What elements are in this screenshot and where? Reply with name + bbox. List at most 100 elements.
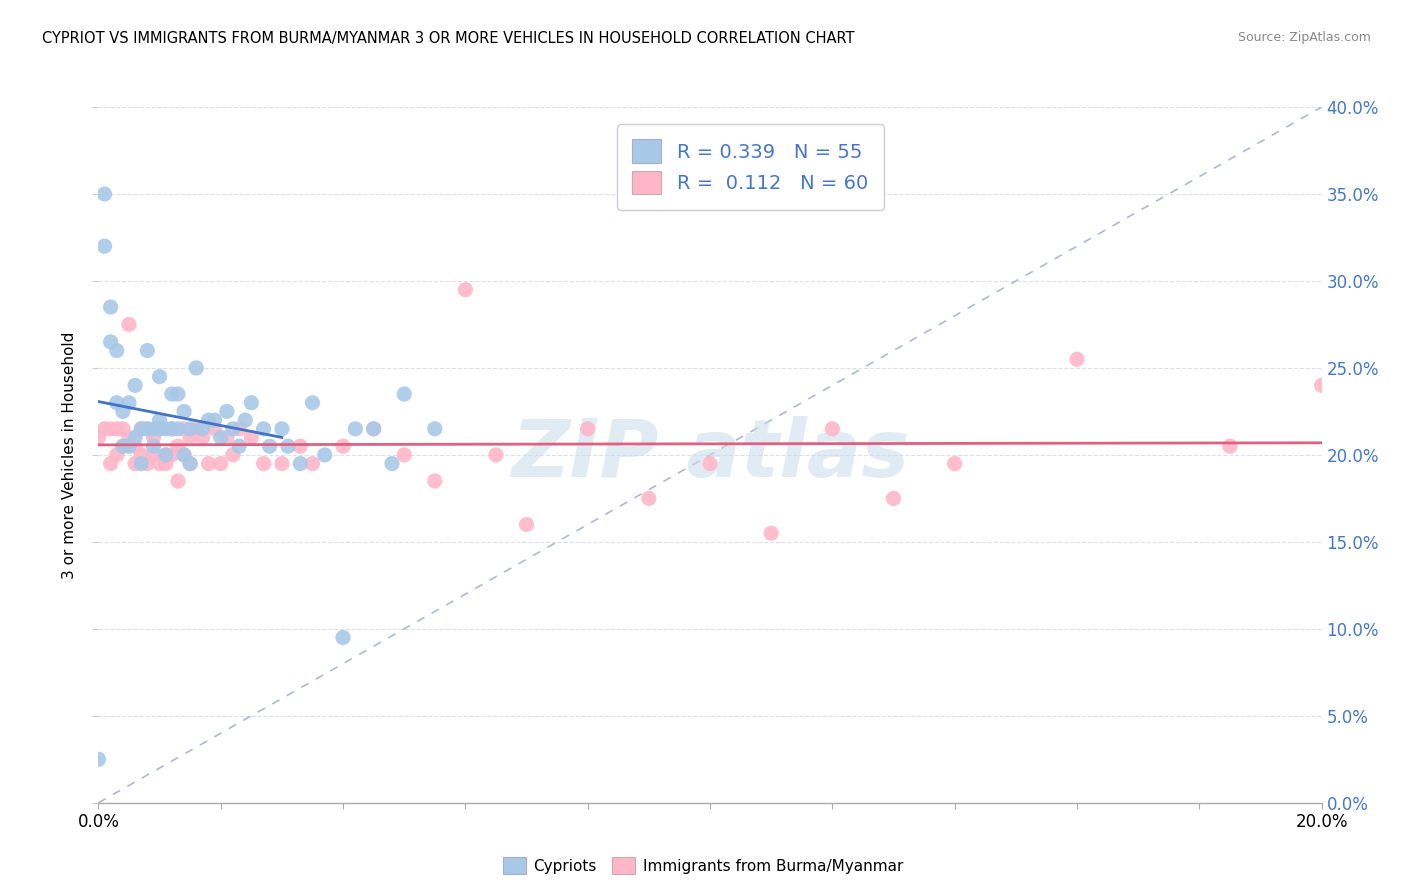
Point: [186, 360, 208, 375]
Point: [124, 439, 146, 453]
Point: [142, 439, 165, 453]
Point: [209, 457, 232, 471]
Point: [314, 448, 336, 462]
Point: [179, 457, 201, 471]
Point: [142, 448, 165, 462]
Point: [215, 431, 238, 445]
Point: [215, 404, 238, 418]
Point: [93, 187, 115, 202]
Point: [204, 413, 226, 427]
Point: [240, 431, 263, 445]
Point: [423, 474, 446, 488]
Legend: R = 0.339   N = 55, R =  0.112   N = 60: R = 0.339 N = 55, R = 0.112 N = 60: [617, 124, 884, 210]
Point: [270, 457, 292, 471]
Point: [209, 431, 232, 445]
Point: [149, 422, 172, 436]
Point: [100, 457, 122, 471]
Point: [124, 457, 146, 471]
Point: [160, 448, 183, 462]
Point: [160, 387, 183, 401]
Point: [111, 422, 134, 436]
Text: Source: ZipAtlas.com: Source: ZipAtlas.com: [1237, 31, 1371, 45]
Point: [290, 439, 312, 453]
Point: [129, 422, 152, 436]
Point: [155, 448, 177, 462]
Point: [105, 422, 128, 436]
Point: [381, 457, 404, 471]
Point: [943, 457, 966, 471]
Point: [197, 457, 219, 471]
Point: [301, 457, 323, 471]
Point: [105, 396, 128, 410]
Point: [1066, 352, 1088, 367]
Point: [149, 369, 172, 384]
Point: [332, 439, 354, 453]
Point: [129, 422, 152, 436]
Point: [100, 334, 122, 349]
Point: [136, 457, 159, 471]
Point: [93, 422, 115, 436]
Point: [699, 457, 721, 471]
Point: [173, 448, 195, 462]
Point: [124, 431, 146, 445]
Point: [167, 387, 190, 401]
Y-axis label: 3 or more Vehicles in Household: 3 or more Vehicles in Household: [62, 331, 77, 579]
Point: [87, 431, 110, 445]
Point: [129, 448, 152, 462]
Point: [111, 439, 134, 453]
Point: [301, 396, 323, 410]
Point: [228, 439, 250, 453]
Point: [118, 318, 141, 332]
Point: [637, 491, 661, 506]
Point: [1219, 439, 1241, 453]
Point: [142, 422, 165, 436]
Point: [252, 457, 274, 471]
Point: [155, 457, 177, 471]
Point: [149, 457, 172, 471]
Point: [111, 439, 134, 453]
Point: [392, 387, 416, 401]
Point: [167, 422, 190, 436]
Point: [167, 474, 190, 488]
Point: [191, 431, 214, 445]
Point: [363, 422, 385, 436]
Point: [136, 422, 159, 436]
Point: [222, 422, 245, 436]
Point: [423, 422, 446, 436]
Point: [485, 448, 508, 462]
Text: ZIP atlas: ZIP atlas: [510, 416, 910, 494]
Point: [1310, 378, 1333, 392]
Point: [332, 631, 354, 645]
Point: [270, 422, 292, 436]
Point: [240, 396, 263, 410]
Point: [136, 343, 159, 358]
Point: [277, 439, 299, 453]
Point: [290, 457, 312, 471]
Point: [191, 422, 214, 436]
Point: [222, 448, 245, 462]
Point: [155, 448, 177, 462]
Point: [111, 404, 134, 418]
Point: [118, 431, 141, 445]
Point: [105, 448, 128, 462]
Point: [129, 457, 152, 471]
Point: [136, 422, 159, 436]
Point: [821, 422, 844, 436]
Point: [173, 404, 195, 418]
Point: [93, 239, 115, 253]
Point: [454, 283, 477, 297]
Point: [344, 422, 367, 436]
Point: [100, 422, 122, 436]
Point: [118, 439, 141, 453]
Point: [167, 439, 190, 453]
Point: [197, 413, 219, 427]
Point: [87, 752, 110, 766]
Point: [179, 422, 201, 436]
Point: [883, 491, 905, 506]
Point: [363, 422, 385, 436]
Point: [142, 431, 165, 445]
Point: [228, 422, 250, 436]
Legend: Cypriots, Immigrants from Burma/Myanmar: Cypriots, Immigrants from Burma/Myanmar: [496, 851, 910, 880]
Point: [155, 422, 177, 436]
Point: [576, 422, 599, 436]
